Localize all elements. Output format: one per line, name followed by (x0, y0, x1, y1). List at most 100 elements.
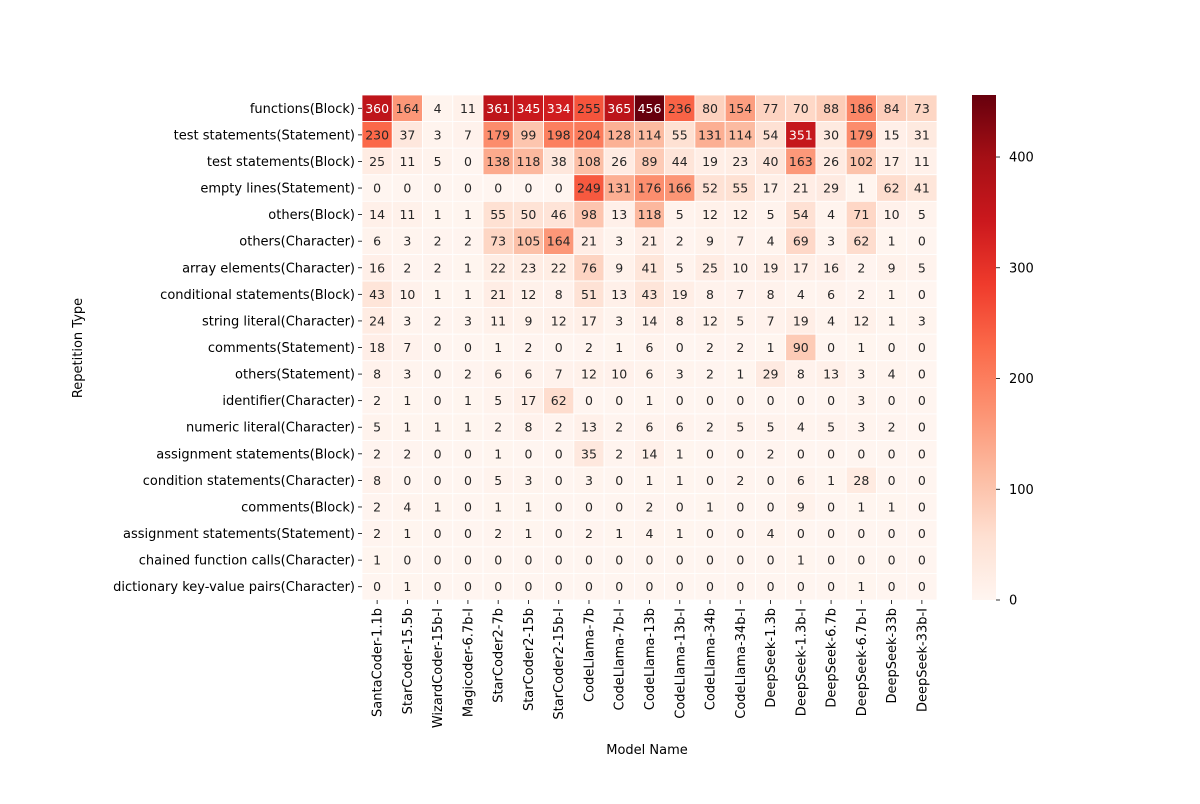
cell-value-label: 0 (464, 446, 472, 461)
cell-value-label: 9 (524, 313, 532, 328)
cell-value-label: 0 (434, 553, 442, 568)
cell-value-label: 14 (642, 446, 658, 461)
heatmap-cell (543, 254, 575, 282)
heatmap-cell (482, 307, 514, 335)
cell-value-label: 5 (918, 207, 926, 222)
cell-value-label: 0 (827, 526, 835, 541)
x-tick-label: CodeLlama-34b (704, 608, 719, 710)
heatmap-cell (573, 227, 605, 255)
heatmap-cell (573, 147, 605, 176)
heatmap-cell (906, 174, 938, 202)
cell-value-label: 0 (555, 340, 563, 355)
cell-value-label: 25 (369, 154, 385, 169)
heatmap-cell (633, 386, 666, 415)
cell-value-label: 5 (494, 473, 502, 488)
heatmap-cell (633, 94, 666, 122)
colorbar-tick-label: 400 (1009, 151, 1034, 166)
heatmap-cell (876, 147, 908, 176)
cell-value-label: 11 (914, 154, 930, 169)
cell-value-label: 118 (638, 207, 662, 222)
cell-value-label: 2 (524, 340, 532, 355)
cell-value-label: 12 (581, 367, 597, 382)
heatmap-cell (512, 413, 544, 441)
heatmap-cell (482, 546, 514, 574)
heatmap-cell (845, 546, 877, 574)
heatmap-cell (906, 546, 938, 574)
cell-value-label: 351 (789, 127, 813, 142)
y-tick-label: numeric literal(Character) (186, 421, 355, 436)
cell-value-label: 0 (706, 526, 714, 541)
heatmap-cell (845, 333, 877, 362)
cell-value-label: 50 (520, 207, 536, 222)
heatmap-cell (603, 307, 635, 335)
heatmap-cell (633, 546, 666, 574)
heatmap-cell (361, 519, 393, 548)
heatmap-cell (573, 94, 605, 122)
cell-value-label: 5 (736, 420, 744, 435)
cell-value-label: 2 (615, 446, 623, 461)
heatmap-cell (876, 254, 908, 282)
cell-value-label: 62 (884, 181, 900, 196)
heatmap-cell (755, 519, 787, 548)
heatmap-cell (573, 121, 605, 149)
cell-value-label: 4 (767, 526, 775, 541)
heatmap-cell (482, 440, 514, 468)
cell-value-label: 179 (849, 127, 873, 142)
cell-value-label: 0 (918, 367, 926, 382)
cell-value-label: 3 (615, 313, 623, 328)
cell-value-label: 154 (728, 101, 752, 116)
cell-value-label: 0 (918, 340, 926, 355)
cell-value-label: 55 (672, 127, 688, 142)
heatmap-cell (694, 200, 726, 229)
cell-value-label: 0 (676, 499, 684, 514)
cell-value-label: 1 (857, 579, 865, 594)
heatmap-cell (543, 333, 575, 362)
heatmap-cell (876, 519, 908, 548)
cell-value-label: 0 (797, 579, 805, 594)
cell-value-label: 0 (918, 473, 926, 488)
colorbar-tick-label: 200 (1009, 372, 1034, 387)
cell-value-label: 8 (524, 420, 532, 435)
cell-value-label: 21 (793, 181, 809, 196)
y-tick-label: chained function calls(Character) (139, 554, 355, 569)
heatmap-cell (452, 413, 484, 441)
cell-value-label: 4 (403, 499, 411, 514)
cell-value-label: 1 (676, 526, 684, 541)
cell-value-label: 1 (676, 446, 684, 461)
heatmap-cell (361, 386, 393, 415)
cell-value-label: 0 (494, 579, 502, 594)
cell-value-label: 0 (857, 526, 865, 541)
cell-value-label: 0 (827, 446, 835, 461)
cell-value-label: 0 (464, 499, 472, 514)
heatmap-cell (633, 573, 666, 601)
cell-value-label: 0 (767, 499, 775, 514)
y-tick-label: comments(Statement) (208, 341, 355, 356)
cell-value-label: 3 (857, 393, 865, 408)
cell-value-label: 76 (581, 260, 597, 275)
cell-value-label: 334 (547, 101, 571, 116)
cell-value-label: 0 (615, 553, 623, 568)
cell-value-label: 1 (434, 420, 442, 435)
cell-value-label: 365 (607, 101, 631, 116)
cell-value-label: 4 (888, 367, 896, 382)
heatmap-cell (845, 493, 877, 521)
cell-value-label: 41 (914, 181, 930, 196)
cell-value-label: 2 (888, 420, 896, 435)
cell-value-label: 13 (611, 207, 627, 222)
heatmap-cell (785, 280, 817, 309)
cell-value-label: 90 (793, 340, 809, 355)
heatmap-cell (361, 280, 393, 309)
x-tick-label: StarCoder2-7b (492, 608, 507, 703)
cell-value-label: 1 (464, 260, 472, 275)
heatmap-cell (452, 121, 484, 149)
cell-value-label: 70 (793, 101, 809, 116)
y-tick-label: empty lines(Statement) (200, 182, 355, 197)
cell-value-label: 0 (434, 579, 442, 594)
x-tick-label: CodeLlama-34b-I (734, 608, 749, 719)
cell-value-label: 1 (464, 207, 472, 222)
heatmap-cell (845, 227, 877, 255)
heatmap-cell (391, 200, 423, 229)
heatmap-cell (876, 360, 908, 388)
cell-value-label: 11 (399, 207, 415, 222)
heatmap-cell (876, 573, 908, 601)
